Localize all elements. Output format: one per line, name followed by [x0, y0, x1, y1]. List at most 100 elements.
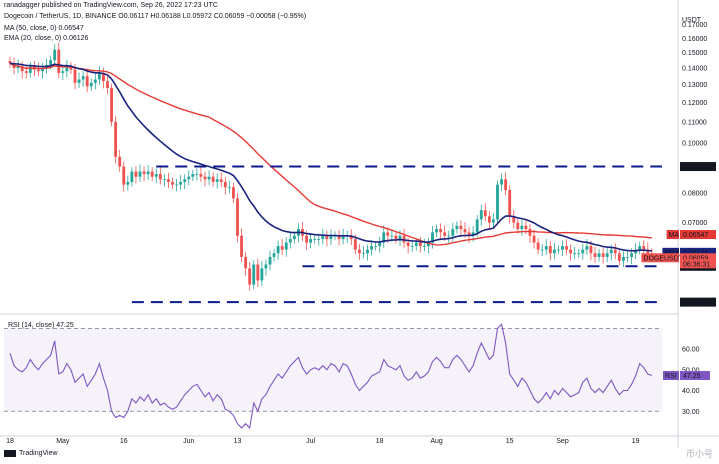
candle-body: [447, 235, 451, 237]
level-label-box: [680, 297, 716, 307]
time-tick-label: Sep: [556, 438, 569, 445]
rsi-tick-label: 40.00: [682, 388, 700, 395]
candle-body: [431, 232, 434, 243]
candle-body: [134, 171, 138, 177]
candle-body: [626, 256, 629, 258]
candle-body: [630, 253, 633, 257]
candle-body: [487, 216, 491, 223]
candle-body: [150, 171, 154, 177]
candle-body: [8, 61, 12, 64]
rsi-value-box: [680, 371, 710, 381]
candle-body: [118, 156, 122, 167]
price-tick-label: 0.08000: [682, 190, 707, 197]
candle-body: [158, 174, 162, 180]
candle-body: [142, 171, 146, 175]
candle-body: [406, 242, 410, 247]
candle-body: [439, 229, 443, 233]
level-label-box: [680, 162, 716, 172]
candle-body: [73, 69, 77, 83]
candle-body: [272, 253, 276, 257]
candle-body: [536, 242, 540, 250]
candle-body: [414, 242, 418, 247]
candle-body: [248, 268, 252, 285]
candle-body: [65, 66, 69, 72]
candle-body: [435, 229, 438, 233]
candle-body: [313, 239, 317, 240]
candle-body: [638, 246, 642, 250]
candle-body: [398, 235, 402, 240]
price-axis-title: USDT: [682, 17, 702, 24]
candle-body: [520, 225, 524, 230]
candle-body: [370, 246, 373, 250]
candle-body: [390, 235, 394, 237]
level-label: 0.04900: [683, 300, 708, 307]
candle-body: [500, 179, 503, 185]
candle-body: [325, 235, 329, 240]
candle-body: [77, 79, 81, 83]
candle-body: [337, 235, 341, 240]
candle-body: [244, 256, 248, 269]
candle-body: [122, 166, 126, 185]
candle-body: [349, 235, 353, 240]
candle-body: [617, 253, 621, 261]
series-value-box: [680, 253, 716, 263]
candle-body: [577, 253, 581, 255]
candle-body: [573, 253, 577, 255]
candle-body: [69, 66, 73, 70]
candle-body: [162, 179, 166, 181]
footer-brand[interactable]: TradingView: [19, 450, 58, 457]
candle-body: [504, 179, 508, 191]
rsi-tag-box: [663, 371, 679, 381]
tradingview-logo-icon: [4, 450, 16, 457]
candle-body: [622, 256, 625, 261]
candle-body: [443, 232, 447, 236]
candle-body: [195, 174, 199, 175]
level-label: 0.09000: [683, 164, 708, 171]
footer: TradingView: [4, 450, 58, 457]
rsi-tick-label: 50.00: [682, 367, 700, 374]
series-tag: DOGEUSDT: [643, 255, 683, 262]
candle-body: [146, 171, 150, 175]
candle-body: [532, 235, 536, 243]
candle-body: [37, 69, 40, 72]
time-tick-label: Jun: [183, 438, 194, 445]
price-tick-label: 0.15000: [682, 50, 707, 57]
candle-body: [471, 232, 475, 236]
candle-body: [467, 232, 471, 236]
candle-body: [232, 187, 235, 199]
candle-body: [642, 246, 646, 250]
series-tag-box: [662, 247, 679, 257]
candle-body: [126, 181, 130, 185]
candle-body: [605, 253, 609, 257]
series-value: 0.06059: [683, 255, 708, 262]
candle-body: [374, 246, 378, 247]
candle-body: [41, 68, 44, 72]
candle-body: [410, 246, 414, 247]
candle-body: [252, 264, 256, 285]
candle-body: [61, 71, 65, 73]
candle-body: [422, 246, 426, 247]
candle-body: [479, 210, 483, 220]
candle-body: [284, 242, 288, 250]
candle-body: [191, 174, 195, 177]
candle-body: [138, 171, 142, 177]
candle-body: [219, 179, 223, 182]
candle-body: [288, 239, 292, 243]
rsi-tick-label: 30.00: [682, 409, 700, 416]
publisher-credit: ranadagger published on TradingView.com,…: [4, 2, 218, 9]
ma-50-line: [9, 62, 652, 246]
candle-body: [329, 235, 333, 240]
time-tick-label: 15: [506, 438, 514, 445]
candle-body: [483, 210, 487, 217]
candle-body: [130, 171, 134, 182]
candle-body: [240, 235, 243, 257]
candle-body: [512, 216, 516, 223]
rsi-tick-label: 60.00: [682, 347, 700, 354]
candle-body: [236, 198, 239, 236]
candle-body: [114, 121, 118, 157]
rsi-value: 47.25: [683, 373, 701, 380]
candle-body: [341, 235, 345, 240]
candle-body: [260, 268, 264, 281]
candle-body: [110, 88, 113, 122]
